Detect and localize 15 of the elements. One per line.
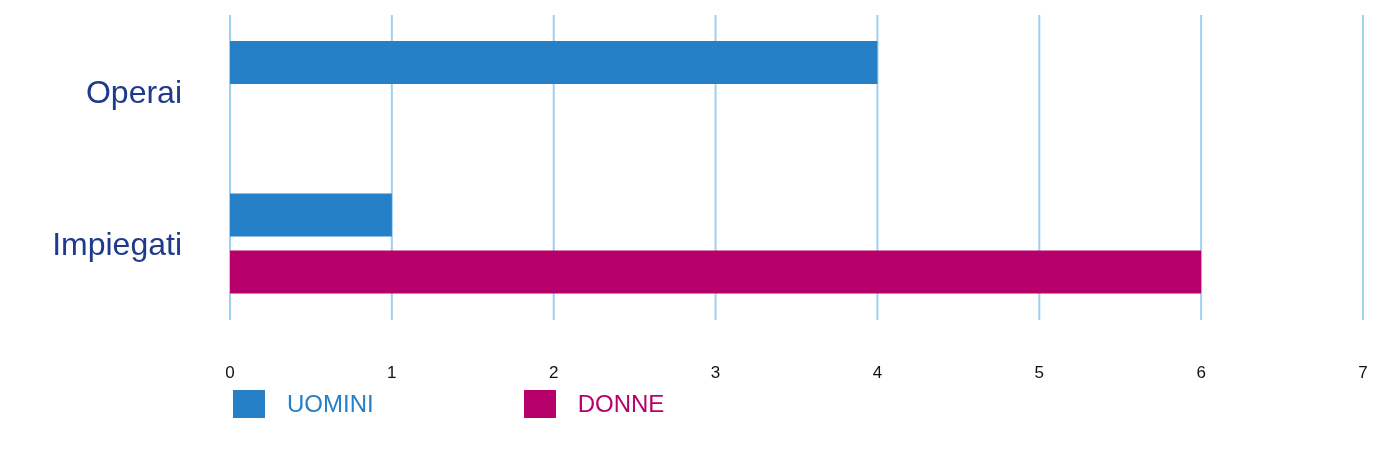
- bar: [230, 40, 878, 84]
- x-tick-label: 4: [872, 363, 883, 383]
- x-tick-label: 3: [710, 363, 721, 383]
- bar: [230, 250, 1202, 294]
- y-tick-label: Operai: [85, 73, 182, 110]
- legend-label: DONNE: [577, 390, 665, 418]
- x-tick-label: 0: [225, 363, 235, 383]
- x-tick-label: 1: [387, 363, 397, 383]
- legend-label: UOMINI: [287, 390, 374, 418]
- y-tick-label: Impiegati: [52, 226, 182, 263]
- x-tick-label: 2: [548, 363, 559, 383]
- x-tick-label: 6: [1196, 363, 1206, 383]
- bar: [230, 193, 392, 237]
- x-tick-label: 5: [1034, 363, 1045, 383]
- x-tick-label: 7: [1358, 363, 1368, 383]
